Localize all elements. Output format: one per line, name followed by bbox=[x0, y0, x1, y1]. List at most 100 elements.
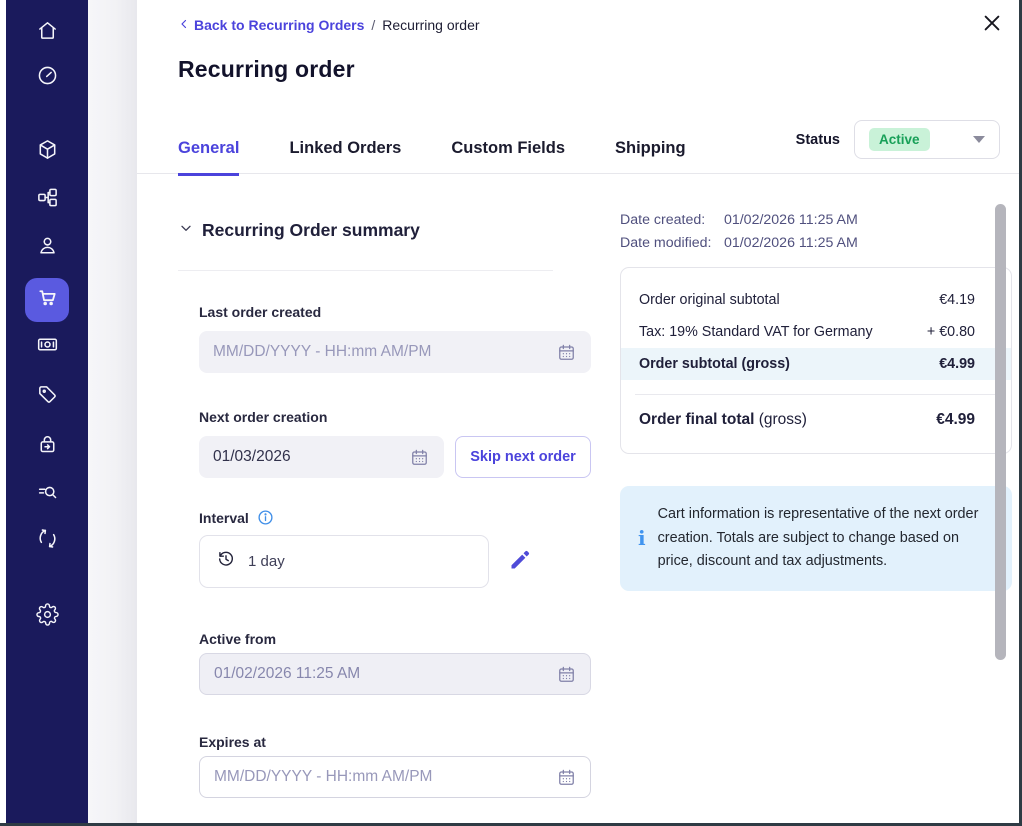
sidebar-item-settings[interactable] bbox=[27, 597, 67, 637]
summary-final-label-suffix: (gross) bbox=[758, 411, 807, 428]
interval-value: 1 day bbox=[248, 553, 285, 570]
interval-label: Interval bbox=[199, 509, 249, 526]
sitemap-icon bbox=[36, 186, 59, 214]
summary-row-final-total: Order final total (gross) €4.99 bbox=[621, 399, 1011, 439]
calendar-icon[interactable] bbox=[557, 768, 576, 787]
breadcrumb-separator: / bbox=[371, 17, 376, 33]
close-button[interactable] bbox=[978, 11, 1006, 39]
expires-at-input[interactable] bbox=[199, 756, 591, 798]
date-modified-label: Date modified: bbox=[620, 235, 712, 251]
calendar-icon[interactable] bbox=[410, 448, 429, 467]
gauge-icon bbox=[36, 64, 59, 92]
calendar-icon[interactable] bbox=[557, 343, 576, 362]
tag-icon bbox=[36, 383, 59, 411]
vertical-scrollbar[interactable] bbox=[995, 204, 1006, 660]
sidebar-item-rule-builder[interactable] bbox=[27, 427, 67, 467]
record-meta: Date created: 01/02/2026 11:25 AM Date m… bbox=[620, 209, 858, 255]
order-summary-card: Order original subtotal €4.19 Tax: 19% S… bbox=[620, 267, 1012, 454]
tab-bar-divider bbox=[137, 173, 1019, 174]
interval-label-row: Interval bbox=[199, 509, 274, 526]
date-created-row: Date created: 01/02/2026 11:25 AM bbox=[620, 209, 858, 232]
section-title: Recurring Order summary bbox=[202, 220, 420, 240]
search-list-icon bbox=[36, 481, 59, 509]
last-order-created-input[interactable] bbox=[199, 331, 591, 373]
tab-custom-fields[interactable]: Custom Fields bbox=[451, 139, 566, 157]
cart-info-text: Cart information is representative of th… bbox=[657, 506, 979, 569]
lock-arrow-icon bbox=[36, 433, 59, 461]
active-from-label: Active from bbox=[199, 631, 277, 647]
home-icon bbox=[36, 19, 59, 47]
sidebar-item-categories[interactable] bbox=[27, 180, 67, 220]
sidebar-item-customers[interactable] bbox=[27, 228, 67, 268]
tab-shipping[interactable]: Shipping bbox=[615, 139, 686, 157]
date-created-label: Date created: bbox=[620, 212, 706, 228]
section-recurring-order-summary[interactable]: Recurring Order summary bbox=[178, 220, 420, 241]
date-modified-value: 01/02/2026 11:25 AM bbox=[723, 235, 858, 251]
history-icon bbox=[216, 549, 236, 574]
breadcrumb: Back to Recurring Orders / Recurring ord… bbox=[178, 17, 480, 33]
summary-final-label: Order final total (gross) bbox=[639, 411, 807, 429]
breadcrumb-current: Recurring order bbox=[382, 17, 480, 33]
summary-final-label-bold: Order final total bbox=[639, 411, 755, 428]
back-link[interactable]: Back to Recurring Orders bbox=[178, 17, 364, 33]
tab-linked-orders[interactable]: Linked Orders bbox=[289, 139, 402, 157]
sidebar-item-orders[interactable] bbox=[25, 278, 69, 322]
person-icon bbox=[36, 234, 59, 262]
gear-icon bbox=[35, 603, 59, 631]
status-label: Status bbox=[795, 131, 840, 148]
cube-icon bbox=[36, 138, 59, 166]
active-from-input[interactable] bbox=[199, 653, 591, 695]
skip-next-order-button[interactable]: Skip next order bbox=[455, 436, 591, 478]
edit-interval-icon[interactable] bbox=[508, 548, 532, 572]
cart-info-alert: i Cart information is representative of … bbox=[620, 486, 1012, 591]
info-icon: i bbox=[638, 526, 646, 551]
sidebar-item-promotions[interactable] bbox=[27, 377, 67, 417]
date-modified-row: Date modified: 01/02/2026 11:25 AM bbox=[620, 232, 858, 255]
summary-row-tax: Tax: 19% Standard VAT for Germany + €0.8… bbox=[621, 316, 1011, 348]
summary-row-value: + €0.80 bbox=[926, 324, 975, 340]
cart-icon bbox=[36, 286, 59, 314]
status-badge: Active bbox=[869, 128, 930, 151]
sidebar-item-dashboard[interactable] bbox=[27, 58, 67, 98]
chevron-left-icon bbox=[178, 17, 190, 33]
page-title: Recurring order bbox=[178, 56, 355, 82]
summary-row-subtotal-gross: Order subtotal (gross) €4.99 bbox=[621, 348, 1011, 380]
summary-row-label: Order subtotal (gross) bbox=[639, 356, 790, 372]
summary-row-label: Tax: 19% Standard VAT for Germany bbox=[639, 324, 873, 340]
last-order-created-label: Last order created bbox=[199, 304, 322, 320]
window-right-edge bbox=[1019, 0, 1022, 826]
interval-value-card: 1 day bbox=[199, 535, 489, 588]
summary-row-original-subtotal: Order original subtotal €4.19 bbox=[621, 284, 1011, 316]
status-control: Status Active bbox=[796, 120, 1000, 159]
sidebar-item-subscriptions[interactable] bbox=[27, 521, 67, 561]
sidebar-item-payments[interactable] bbox=[27, 327, 67, 367]
summary-divider bbox=[635, 394, 997, 395]
tab-general[interactable]: General bbox=[178, 139, 240, 176]
sidebar-item-products[interactable] bbox=[27, 132, 67, 172]
collapsed-subnav-rail bbox=[88, 0, 137, 823]
expires-at-label: Expires at bbox=[199, 734, 266, 750]
info-icon[interactable] bbox=[257, 509, 274, 526]
calendar-icon[interactable] bbox=[557, 665, 576, 684]
banknote-icon bbox=[36, 333, 59, 361]
sidebar-item-order-search[interactable] bbox=[27, 475, 67, 515]
sidebar-item-home[interactable] bbox=[27, 13, 67, 53]
summary-row-value: €4.99 bbox=[939, 356, 975, 372]
next-order-creation-input[interactable] bbox=[199, 436, 444, 478]
tab-bar: General Linked Orders Custom Fields Ship… bbox=[178, 139, 686, 176]
section-divider bbox=[178, 270, 553, 271]
sync-icon bbox=[36, 527, 59, 555]
next-order-creation-label: Next order creation bbox=[199, 409, 328, 425]
date-created-value: 01/02/2026 11:25 AM bbox=[723, 212, 858, 228]
close-icon bbox=[981, 12, 1003, 39]
status-dropdown[interactable]: Active bbox=[854, 120, 1000, 159]
summary-final-value: €4.99 bbox=[936, 411, 975, 428]
main-sidebar bbox=[6, 0, 88, 823]
recurring-order-page: Back to Recurring Orders / Recurring ord… bbox=[137, 0, 1019, 823]
window-bottom-edge bbox=[0, 823, 1022, 826]
chevron-down-icon bbox=[178, 220, 194, 241]
back-link-label: Back to Recurring Orders bbox=[194, 17, 365, 33]
summary-row-value: €4.19 bbox=[939, 292, 975, 308]
summary-row-label: Order original subtotal bbox=[639, 292, 780, 308]
chevron-down-icon bbox=[973, 136, 985, 143]
